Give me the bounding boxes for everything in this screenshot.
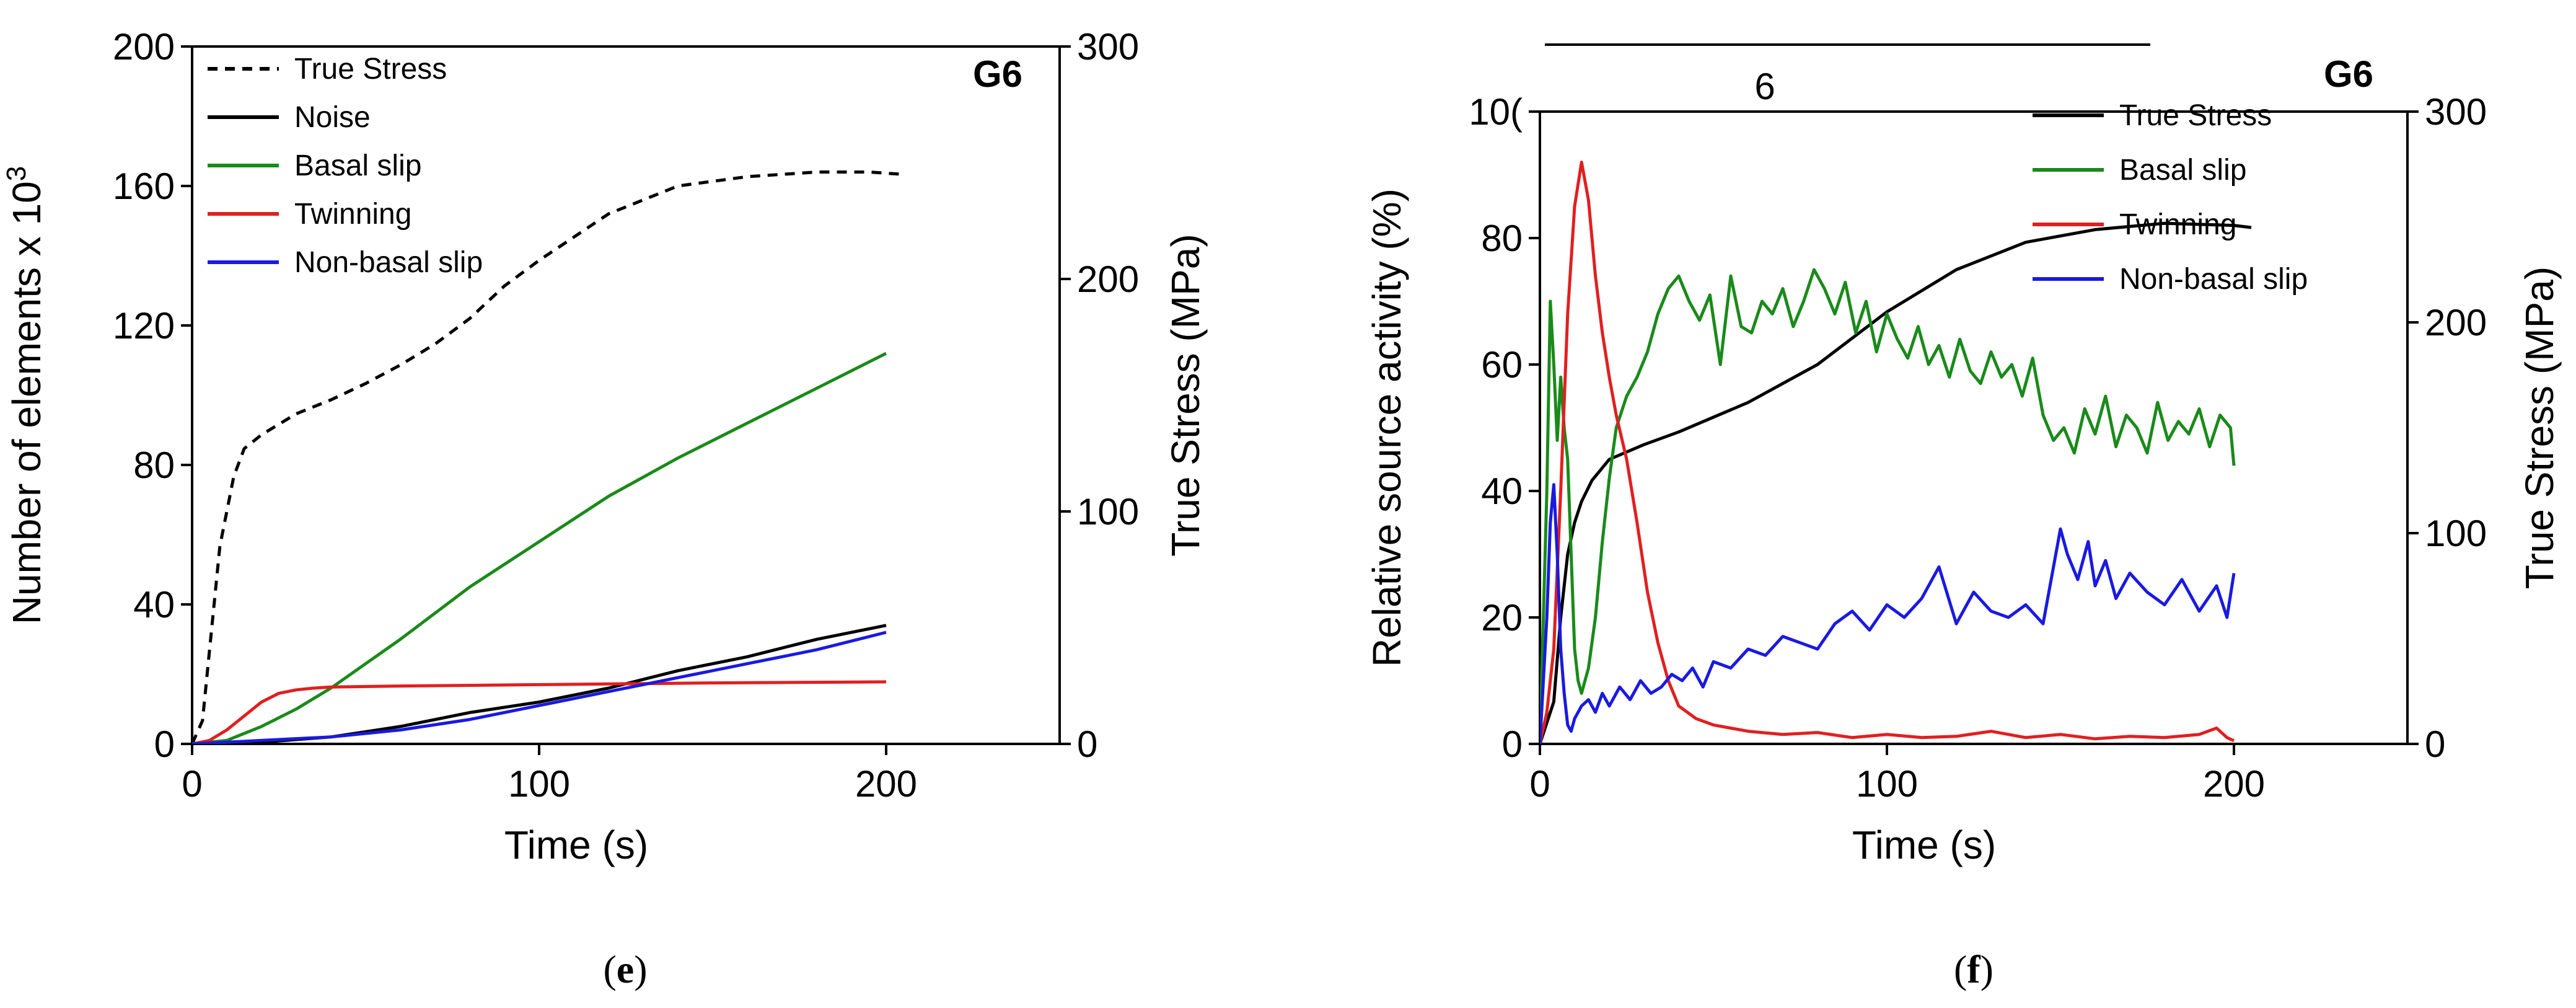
caption-close: ) xyxy=(634,947,647,991)
y-tick-label: 60 xyxy=(1481,344,1523,386)
y-axis-label-exponent: 3 xyxy=(1,166,32,181)
y-tick-label: 80 xyxy=(1481,218,1523,259)
panel-caption: (e) xyxy=(603,947,647,991)
y-axis-label: Number of elements x 103 xyxy=(1,166,49,624)
y2-tick-label: 0 xyxy=(1077,723,1097,765)
legend-label: Twinning xyxy=(294,198,411,231)
legend-label: Basal slip xyxy=(294,149,421,182)
x-tick-label: 200 xyxy=(855,763,917,805)
series-group xyxy=(192,170,904,744)
caption-open: ( xyxy=(1954,947,1967,991)
chart-panel-e: 0 100 200 0 40 80 120 160 200 0 100 200 300 Time (s) N… xyxy=(1,26,1208,991)
legend-label: True Stress xyxy=(294,53,447,86)
caption-open: ( xyxy=(603,947,616,991)
caption-close: ) xyxy=(1980,947,1994,991)
legend-label: Non-basal slip xyxy=(2119,263,2308,296)
x-axis-label: Time (s) xyxy=(504,823,648,867)
x-tick-label: 0 xyxy=(1529,763,1550,805)
panel-tag: G6 xyxy=(2324,53,2373,95)
y2-tick-label: 200 xyxy=(2425,302,2487,343)
y-tick-label: 0 xyxy=(154,723,175,765)
y2-tick-label: 100 xyxy=(1077,491,1139,533)
y-tick-label: 80 xyxy=(133,444,175,486)
y2-axis-label: True Stress (MPa) xyxy=(1163,234,1208,556)
x-tick-label: 0 xyxy=(182,763,202,805)
plot-frame xyxy=(191,45,1061,745)
y-tick-label: 40 xyxy=(133,584,175,626)
x-axis-label: Time (s) xyxy=(1852,823,1996,867)
series-line-non-basal-slip xyxy=(192,630,887,744)
series-line-non-basal-slip xyxy=(1540,483,2236,744)
series-line-basal-slip xyxy=(192,351,887,744)
legend-label: Basal slip xyxy=(2119,154,2246,187)
y2-axis-label: True Stress (MPa) xyxy=(2517,267,2562,589)
x-tick-label: 200 xyxy=(2203,763,2265,805)
plot-frame xyxy=(1539,110,2409,745)
series-line-twinning xyxy=(192,680,887,744)
caption-letter: e xyxy=(617,947,634,991)
y-tick-label: 120 xyxy=(113,305,175,347)
caption-letter: f xyxy=(1967,947,1980,991)
legend-label: Twinning xyxy=(2119,208,2236,241)
y-axis-label: Relative source activity (%) xyxy=(1365,188,1409,667)
y2-tick-label: 0 xyxy=(2425,723,2445,765)
y-tick-label: 0 xyxy=(1502,723,1523,765)
panel-tag: G6 xyxy=(973,53,1022,95)
y2-tick-label: 200 xyxy=(1077,259,1139,300)
y2-tick-label: 100 xyxy=(2425,513,2487,554)
series-line-basal-slip xyxy=(1540,268,2236,744)
y-tick-label: 160 xyxy=(113,166,175,207)
series-line-true-stress xyxy=(1540,221,2252,744)
x-tick-label: 100 xyxy=(1856,763,1918,805)
series-line-true-stress xyxy=(192,170,904,744)
series-line-twinning xyxy=(1540,161,2235,744)
y2-tick-label: 300 xyxy=(1077,26,1139,68)
y-tick-label: 40 xyxy=(1481,471,1523,512)
chart-panel-f: 0 100 200 0 20 40 60 80 10( 0 100 200 300 Time (s) Rel… xyxy=(1365,43,2562,991)
legend-label: Non-basal slip xyxy=(294,246,483,279)
legend-label: True Stress xyxy=(2119,99,2272,132)
panel-caption: (f) xyxy=(1954,947,1994,991)
y2-tick-label: 300 xyxy=(2425,91,2487,133)
legend-label: Noise xyxy=(294,101,371,134)
y-tick-label: 200 xyxy=(113,26,175,68)
y-tick-label: 10( xyxy=(1469,91,1523,133)
stray-text: 6 xyxy=(1754,66,1775,107)
x-tick-label: 100 xyxy=(508,763,570,805)
y-tick-label: 20 xyxy=(1481,597,1523,639)
series-group xyxy=(1540,161,2252,744)
